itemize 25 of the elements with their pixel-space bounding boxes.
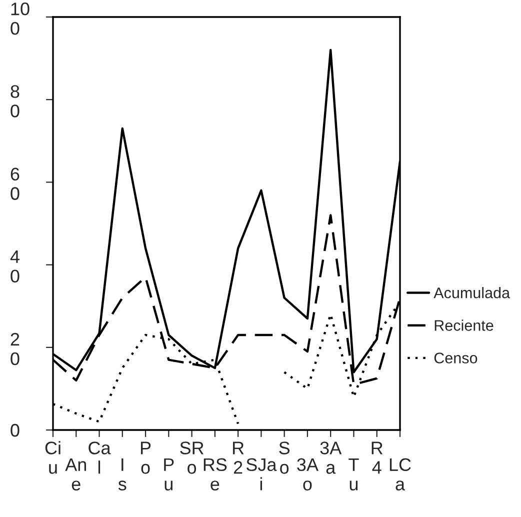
x-tick-label: P o xyxy=(140,442,151,474)
x-tick-label: R 2 xyxy=(233,442,244,474)
x-tick-label: 3A o xyxy=(297,458,318,490)
x-tick-label: SJa i xyxy=(246,458,277,490)
y-tick-label: 4 0 xyxy=(10,250,20,283)
y-tick-label: 10 0 xyxy=(10,2,30,35)
x-tick-label: Ca l xyxy=(88,442,111,474)
x-tick-label: T u xyxy=(348,458,359,490)
y-tick-label: 2 0 xyxy=(10,332,20,366)
y-tick-label: 8 0 xyxy=(10,85,20,118)
x-tick-label: I s xyxy=(118,458,126,490)
x-tick-label: S o xyxy=(279,442,290,474)
y-tick-label: 6 0 xyxy=(10,168,20,200)
x-tick-label: 3A a xyxy=(320,442,342,474)
legend-label: Reciente xyxy=(434,320,494,331)
x-tick-label: LC a xyxy=(390,458,411,490)
x-tick-label: An e xyxy=(65,458,86,490)
y-tick-label: 0 xyxy=(10,424,20,437)
x-tick-label: P u xyxy=(164,458,174,490)
legend-label: Acumulada xyxy=(434,287,510,298)
x-tick-label: RS e xyxy=(204,458,227,490)
x-tick-label: Ci u xyxy=(45,441,60,474)
x-tick-label: SR o xyxy=(180,442,204,474)
x-tick-label: R 4 xyxy=(372,442,383,474)
legend-label: Censo xyxy=(434,352,478,364)
